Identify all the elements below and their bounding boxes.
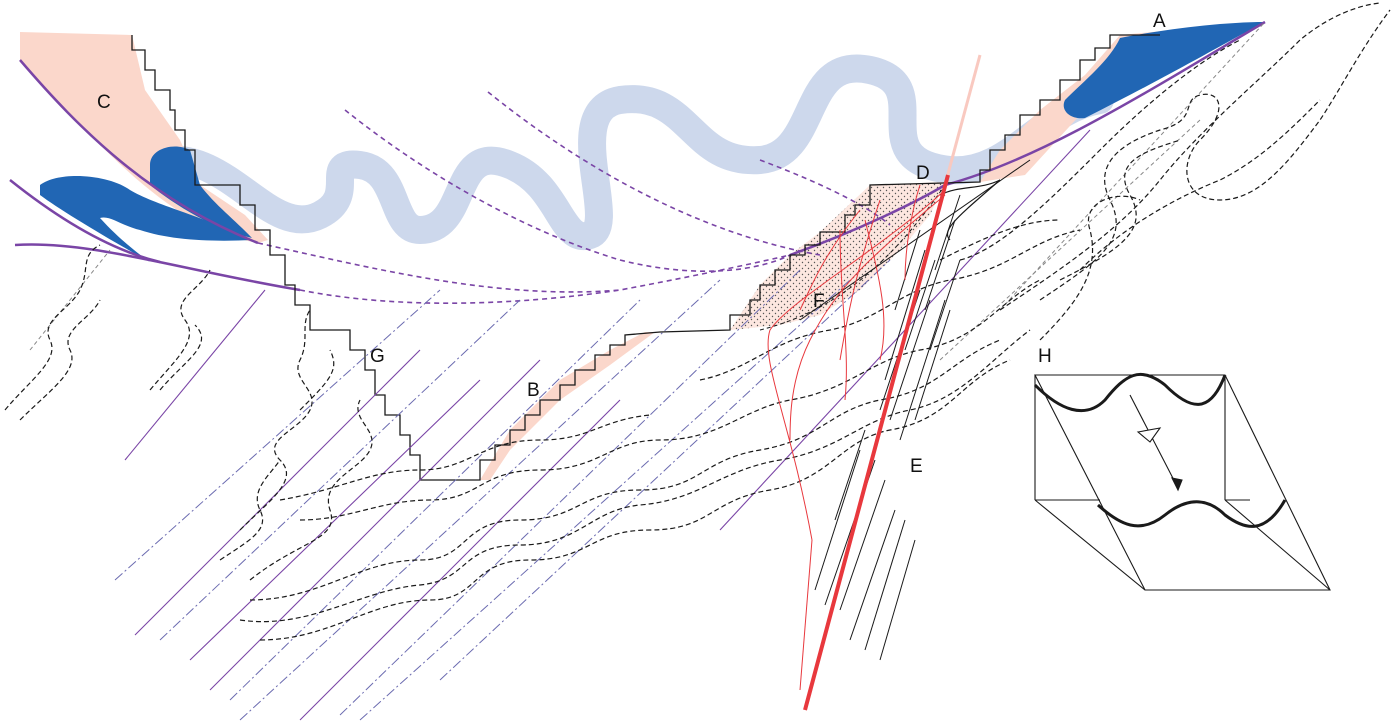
label-b: B	[527, 380, 540, 401]
purple-dashed-curves	[257, 91, 891, 304]
red-thin-fault-splays	[767, 184, 946, 541]
label-c: C	[97, 92, 111, 113]
label-e: E	[910, 456, 923, 477]
black-solid-curve-near-d	[939, 179, 1001, 241]
label-h: H	[1038, 346, 1052, 367]
stepped-profile-left	[131, 34, 1160, 481]
red-fault-splay-lower	[799, 539, 813, 691]
blue-layer-upper-left	[150, 146, 252, 238]
label-d: D	[916, 163, 930, 184]
salmon-strip-b	[480, 332, 655, 480]
label-f: F	[813, 291, 825, 312]
black-dashed-folds	[4, 2, 1391, 641]
blue-layer-upper-right	[1063, 22, 1265, 119]
gray-dashed-lines	[29, 21, 1266, 361]
purple-parallel-lines	[124, 129, 1091, 721]
meandering-river-ribbon	[146, 54, 1114, 250]
inset-block-diagram-h	[1033, 372, 1331, 591]
salmon-wedge-a	[980, 22, 1260, 182]
purple-boundary-curves	[9, 20, 1266, 292]
stippled-sediment-wedge	[730, 182, 945, 330]
label-a: A	[1153, 11, 1166, 32]
salmon-wedge-c	[20, 32, 268, 243]
label-g: G	[370, 346, 385, 367]
dash-dot-parallel-lines	[114, 259, 891, 721]
blue-layer-lower-left	[40, 175, 252, 262]
main-red-fault-extension	[943, 54, 982, 186]
main-red-fault	[803, 174, 950, 711]
black-dashed-wedge-boundary	[759, 184, 946, 331]
